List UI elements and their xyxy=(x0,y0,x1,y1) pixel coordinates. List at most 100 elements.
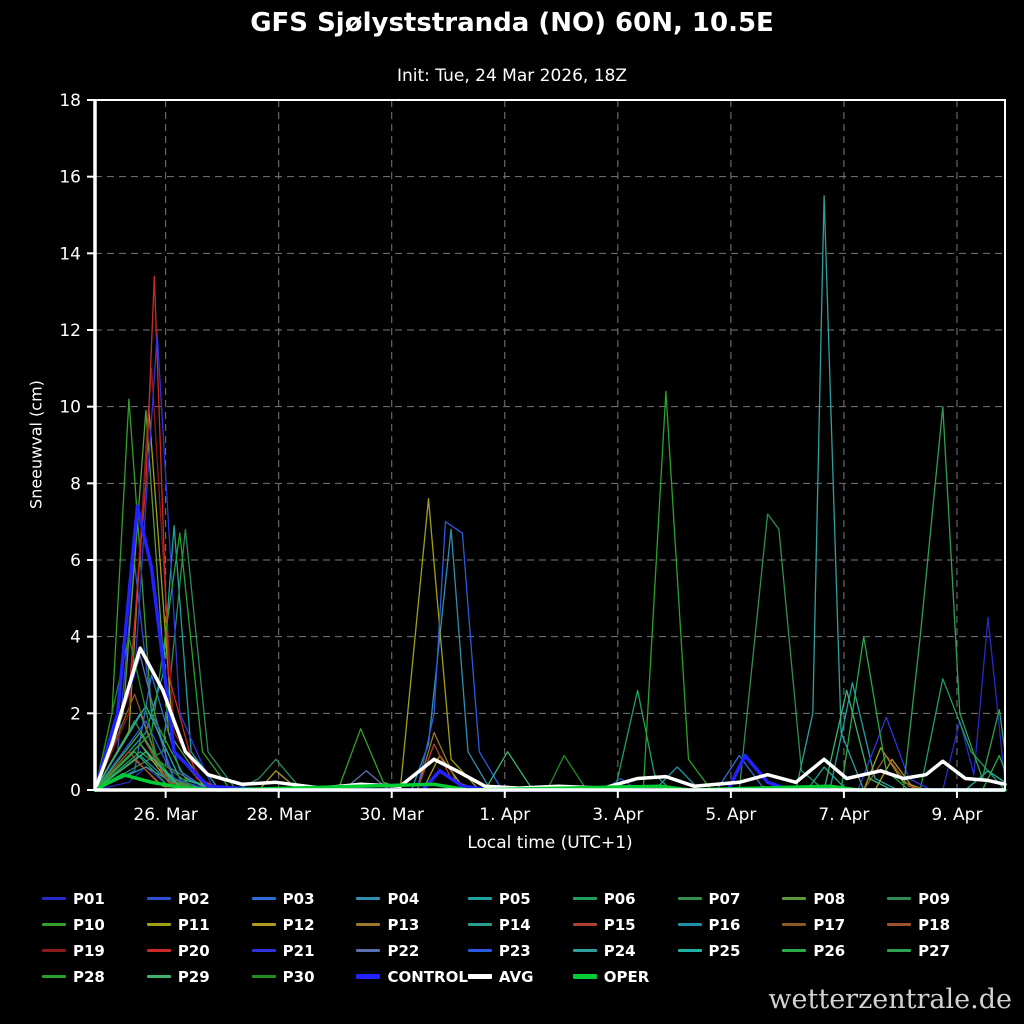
legend-item-p10: P10 xyxy=(42,914,147,935)
legend-item-control: CONTROL xyxy=(356,966,468,987)
x-tick-label: 7. Apr xyxy=(818,805,869,825)
legend-item-oper: OPER xyxy=(572,966,678,987)
legend-swatch-oper xyxy=(572,974,597,979)
legend-swatch-p25 xyxy=(677,949,702,952)
legend-label: P30 xyxy=(282,967,315,986)
legend-label: P28 xyxy=(73,967,105,986)
legend-label: P19 xyxy=(73,941,105,960)
legend-label: P22 xyxy=(387,941,420,960)
legend-swatch-p11 xyxy=(146,923,171,926)
y-tick-label: 4 xyxy=(70,628,81,648)
legend-swatch-p05 xyxy=(467,897,492,900)
legend-item-p13: P13 xyxy=(356,914,467,935)
legend-swatch-p23 xyxy=(467,949,492,952)
legend-label: P11 xyxy=(177,915,210,934)
legend-item-p09: P09 xyxy=(887,888,992,909)
series-line-avg xyxy=(93,646,1007,792)
legend-item-p30: P30 xyxy=(251,966,357,987)
legend-item-p12: P12 xyxy=(251,914,357,935)
legend-item-p26: P26 xyxy=(782,940,887,961)
y-tick-label: 10 xyxy=(59,398,81,418)
legend-item-p18: P18 xyxy=(887,914,992,935)
watermark: wetterzentrale.de xyxy=(768,984,1012,1015)
legend-swatch-p15 xyxy=(572,923,597,926)
legend-swatch-p28 xyxy=(42,975,66,978)
legend-swatch-avg xyxy=(467,974,492,979)
legend-swatch-p02 xyxy=(146,897,171,900)
legend-item-p02: P02 xyxy=(146,888,252,909)
y-tick-label: 16 xyxy=(59,168,81,188)
y-tick-label: 2 xyxy=(70,704,81,724)
legend-label: P25 xyxy=(708,941,741,960)
legend-swatch-p27 xyxy=(887,949,912,952)
series-line-p22 xyxy=(94,655,1006,791)
series-line-control xyxy=(93,504,1007,792)
y-tick-label: 12 xyxy=(59,321,81,341)
x-tick-label: 9. Apr xyxy=(931,805,982,825)
y-tick-label: 14 xyxy=(59,244,81,264)
legend-item-p19: P19 xyxy=(42,940,147,961)
legend-swatch-p17 xyxy=(782,923,807,926)
legend-label: P12 xyxy=(282,915,315,934)
legend-swatch-p09 xyxy=(887,897,912,900)
legend-label: P01 xyxy=(73,889,105,908)
legend-swatch-p12 xyxy=(251,923,276,926)
legend-label: P13 xyxy=(387,915,420,934)
legend-label: P27 xyxy=(918,941,951,960)
legend: P01 P02 P03 P04 P05 P06 P07 P08 P09 P10 P11 P12 P13 P… xyxy=(42,888,992,987)
legend-swatch-p04 xyxy=(356,897,381,900)
legend-swatch-p06 xyxy=(572,897,597,900)
legend-label: P29 xyxy=(177,967,210,986)
legend-item-p16: P16 xyxy=(677,914,783,935)
legend-item-p06: P06 xyxy=(572,888,678,909)
legend-label: P06 xyxy=(603,889,636,908)
legend-swatch-p16 xyxy=(677,923,702,926)
legend-item-p20: P20 xyxy=(146,940,252,961)
legend-label: P16 xyxy=(708,915,741,934)
series-line-p26 xyxy=(94,636,1006,791)
legend-swatch-p13 xyxy=(356,923,381,926)
x-tick-label: 1. Apr xyxy=(479,805,530,825)
x-tick-label: 28. Mar xyxy=(246,805,311,825)
snowfall-ensemble-plot: 0 2 4 6 8 10 12 14 16 18 26. Mar 28. Mar 30. Mar 1. A… xyxy=(59,91,1007,825)
legend-item-p27: P27 xyxy=(887,940,992,961)
chart-title: GFS Sjølyststranda (NO) 60N, 10.5E xyxy=(250,8,774,38)
legend-swatch-p24 xyxy=(572,949,597,952)
legend-swatch-p03 xyxy=(251,897,276,900)
series-line-p10 xyxy=(94,398,1006,791)
legend-label: P23 xyxy=(498,941,531,960)
legend-swatch-p07 xyxy=(677,897,702,900)
series-line-oper xyxy=(93,772,1007,792)
legend-label: P10 xyxy=(73,915,105,934)
legend-label: P20 xyxy=(177,941,210,960)
legend-swatch-p26 xyxy=(782,949,807,952)
legend-label: P24 xyxy=(603,941,636,960)
series-line-p05 xyxy=(94,524,1006,791)
legend-label: P08 xyxy=(813,889,846,908)
legend-item-p25: P25 xyxy=(677,940,783,961)
legend-item-p03: P03 xyxy=(251,888,357,909)
legend-item-avg: AVG xyxy=(467,966,573,987)
legend-item-p29: P29 xyxy=(146,966,252,987)
legend-item-p08: P08 xyxy=(782,888,887,909)
series-line-p02 xyxy=(94,563,1006,791)
legend-item-p22: P22 xyxy=(356,940,467,961)
legend-label: P26 xyxy=(813,941,846,960)
series-line-p23 xyxy=(94,521,1006,791)
legend-label: P09 xyxy=(918,889,951,908)
legend-item-p04: P04 xyxy=(356,888,467,909)
legend-swatch-p22 xyxy=(356,949,381,952)
y-tick-label: 0 xyxy=(70,781,81,801)
legend-swatch-p18 xyxy=(887,923,912,926)
y-tick-label: 18 xyxy=(59,91,81,111)
legend-label: CONTROL xyxy=(387,967,468,986)
x-tick-label: 3. Apr xyxy=(592,805,643,825)
legend-label: P07 xyxy=(708,889,741,908)
series-line-p21 xyxy=(94,333,1006,791)
series-line-p27 xyxy=(94,406,1006,791)
x-axis-label: Local time (UTC+1) xyxy=(467,833,633,853)
legend-swatch-p14 xyxy=(467,923,492,926)
legend-swatch-p19 xyxy=(42,949,66,952)
legend-item-p17: P17 xyxy=(782,914,887,935)
legend-label: P14 xyxy=(498,915,531,934)
